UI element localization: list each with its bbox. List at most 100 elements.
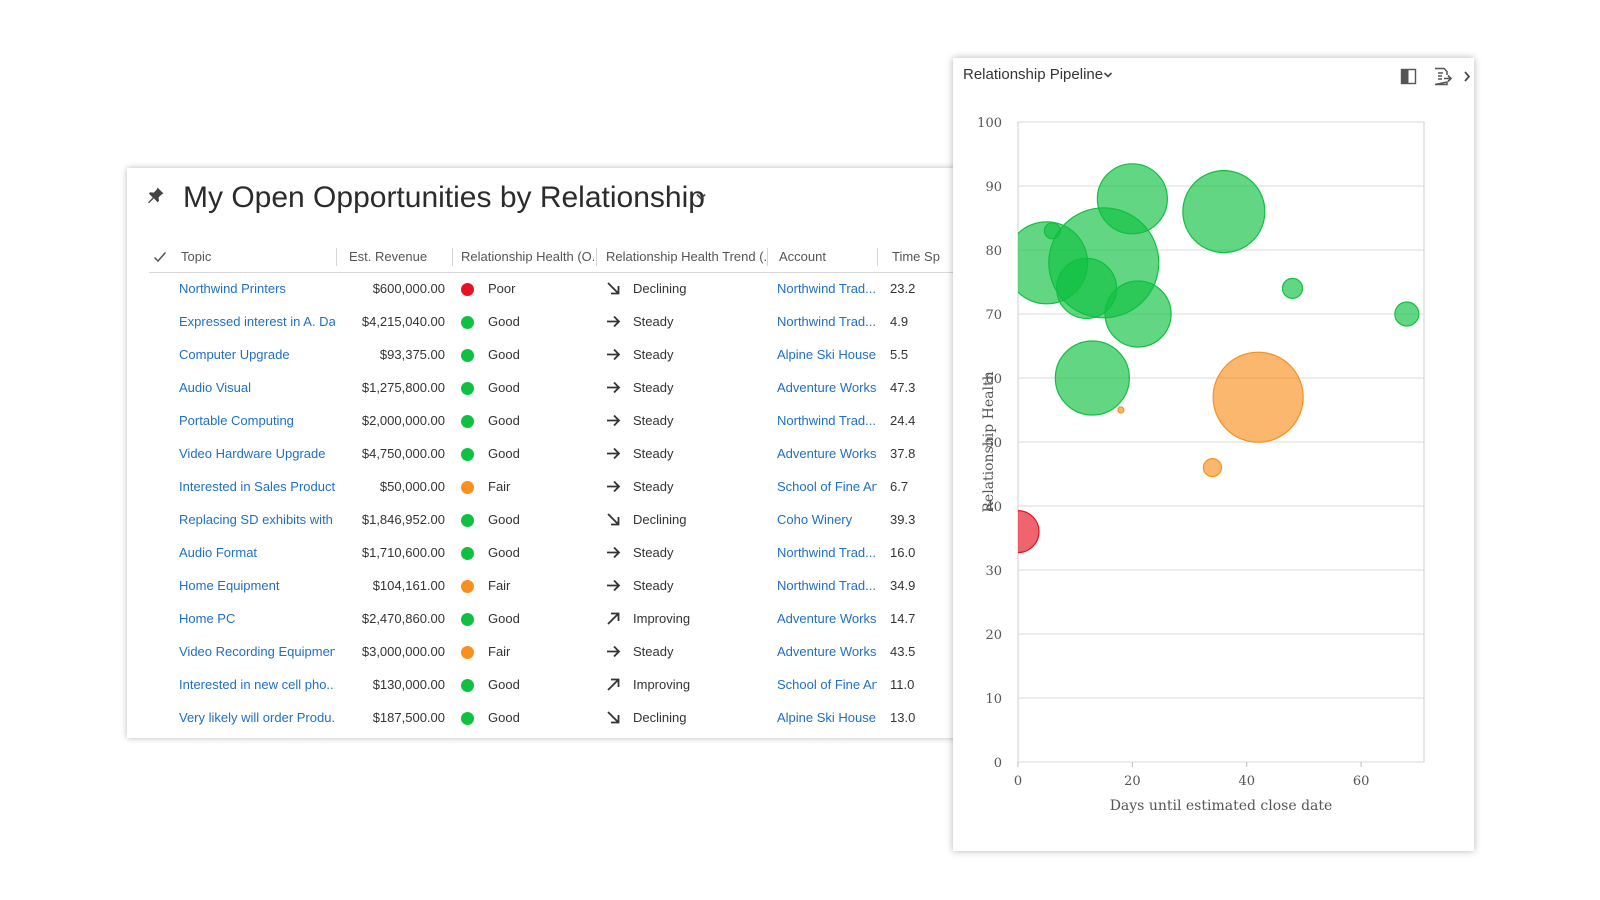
- topic-link[interactable]: Video Hardware Upgrade: [179, 446, 326, 461]
- column-header-relationship-health-trend[interactable]: Relationship Health Trend (...: [606, 249, 767, 264]
- health-status-dot-icon: [461, 613, 474, 626]
- select-all-check-icon[interactable]: [153, 250, 167, 264]
- arrow-right-icon: [607, 414, 621, 427]
- trend-label: Steady: [633, 347, 674, 362]
- topic-link[interactable]: Replacing SD exhibits with ...: [179, 512, 335, 527]
- account-link[interactable]: Coho Winery: [777, 512, 853, 527]
- topic-link[interactable]: Computer Upgrade: [179, 347, 290, 362]
- y-tick-label: 100: [977, 116, 1002, 131]
- time-spent-value: 47.3: [890, 380, 916, 395]
- table-row[interactable]: Interested in Sales Product... $50,000.0…: [149, 470, 965, 503]
- table-row[interactable]: Replacing SD exhibits with ... $1,846,95…: [149, 503, 965, 536]
- table-row[interactable]: Computer Upgrade $93,375.00 Good Steady …: [149, 338, 965, 371]
- table-row[interactable]: Home Equipment $104,161.00 Fair Steady N…: [149, 569, 965, 602]
- y-tick-label: 0: [994, 756, 1002, 771]
- y-axis-title: Relationship Health: [981, 371, 997, 512]
- y-tick-label: 30: [985, 564, 1002, 579]
- export-chart-icon[interactable]: [1433, 67, 1453, 86]
- arrow-right-icon: [607, 645, 621, 658]
- column-header-topic[interactable]: Topic: [181, 249, 212, 264]
- est-revenue-value: $4,215,040.00: [361, 314, 445, 329]
- table-row[interactable]: Video Recording Equipment $3,000,000.00 …: [149, 635, 965, 668]
- account-link[interactable]: Alpine Ski House: [777, 347, 876, 362]
- table-row[interactable]: Audio Visual $1,275,800.00 Good Steady A…: [149, 371, 965, 404]
- health-label: Fair: [488, 644, 511, 659]
- topic-link[interactable]: Interested in Sales Product...: [179, 479, 335, 494]
- bubble-chart: 0 10 20 30 40 50 60 70 80 90 100 0 20 40 60 Days until …: [977, 116, 1425, 814]
- column-header-est-revenue[interactable]: Est. Revenue: [349, 249, 428, 264]
- health-label: Fair: [488, 578, 511, 593]
- topic-link[interactable]: Audio Format: [179, 545, 258, 560]
- grid-rows: Northwind Printers $600,000.00 Poor Decl…: [149, 272, 965, 734]
- y-tick-label: 80: [985, 244, 1002, 259]
- health-label: Good: [488, 380, 520, 395]
- health-label: Good: [488, 677, 520, 692]
- column-header-account[interactable]: Account: [779, 249, 826, 264]
- topic-link[interactable]: Interested in new cell pho...: [179, 677, 335, 692]
- time-spent-value: 6.7: [890, 479, 909, 494]
- health-label: Good: [488, 347, 520, 362]
- table-row[interactable]: Audio Format $1,710,600.00 Good Steady N…: [149, 536, 965, 569]
- account-link[interactable]: Adventure Works: [777, 446, 877, 461]
- account-link[interactable]: Adventure Works: [777, 644, 877, 659]
- opportunities-list-panel: My Open Opportunities by Relationship To…: [127, 168, 965, 738]
- arrow-right-icon: [607, 447, 621, 460]
- time-spent-value: 24.4: [890, 413, 916, 428]
- table-row[interactable]: Very likely will order Produ... $187,500…: [149, 701, 965, 734]
- health-label: Good: [488, 314, 520, 329]
- est-revenue-value: $1,275,800.00: [361, 380, 445, 395]
- topic-link[interactable]: Expressed interest in A. Da...: [179, 314, 335, 329]
- arrow-right-icon: [607, 480, 621, 493]
- y-tick-label: 70: [985, 308, 1002, 323]
- topic-link[interactable]: Home PC: [179, 611, 236, 626]
- account-link[interactable]: School of Fine Art: [777, 677, 877, 692]
- health-status-dot-icon: [461, 382, 474, 395]
- arrow-right-icon: [607, 579, 621, 592]
- health-status-dot-icon: [461, 514, 474, 527]
- pin-icon[interactable]: [147, 186, 165, 204]
- arrow-down-right-icon: [607, 282, 620, 295]
- account-link[interactable]: Northwind Trad...: [777, 578, 876, 593]
- account-link[interactable]: Northwind Trad...: [777, 545, 876, 560]
- health-label: Good: [488, 446, 520, 461]
- view-selector-chevron-icon[interactable]: [695, 192, 707, 202]
- account-link[interactable]: Northwind Trad...: [777, 314, 876, 329]
- est-revenue-value: $1,710,600.00: [361, 545, 445, 560]
- topic-link[interactable]: Audio Visual: [179, 380, 252, 395]
- account-link[interactable]: School of Fine Art: [777, 479, 877, 494]
- trend-label: Steady: [633, 446, 674, 461]
- column-header-time-spent[interactable]: Time Sp: [892, 249, 940, 264]
- arrow-down-right-icon: [607, 513, 620, 526]
- health-status-dot-icon: [461, 349, 474, 362]
- account-link[interactable]: Northwind Trad...: [777, 281, 876, 296]
- time-spent-value: 43.5: [890, 644, 916, 659]
- topic-link[interactable]: Northwind Printers: [179, 281, 286, 296]
- health-label: Good: [488, 611, 520, 626]
- expand-chart-icon[interactable]: [1400, 68, 1417, 85]
- chart-title[interactable]: Relationship Pipeline: [963, 66, 1104, 83]
- account-link[interactable]: Alpine Ski House: [777, 710, 876, 725]
- topic-link[interactable]: Home Equipment: [179, 578, 280, 593]
- chevron-right-icon[interactable]: [1462, 70, 1472, 83]
- bubble-point: [1117, 406, 1125, 414]
- table-row[interactable]: Video Hardware Upgrade $4,750,000.00 Goo…: [149, 437, 965, 470]
- topic-link[interactable]: Video Recording Equipment: [179, 644, 335, 659]
- table-row[interactable]: Portable Computing $2,000,000.00 Good St…: [149, 404, 965, 437]
- table-row[interactable]: Home PC $2,470,860.00 Good Improving Adv…: [149, 602, 965, 635]
- account-link[interactable]: Adventure Works: [777, 380, 877, 395]
- trend-label: Steady: [633, 413, 674, 428]
- topic-link[interactable]: Portable Computing: [179, 413, 294, 428]
- account-link[interactable]: Northwind Trad...: [777, 413, 876, 428]
- column-header-relationship-health[interactable]: Relationship Health (O...: [461, 249, 594, 264]
- topic-link[interactable]: Very likely will order Produ...: [179, 710, 335, 725]
- account-link[interactable]: Adventure Works: [777, 611, 877, 626]
- bubble-point: [1281, 277, 1304, 299]
- bubble-point: [1182, 170, 1266, 254]
- y-tick-label: 40: [985, 500, 1002, 515]
- table-row[interactable]: Northwind Printers $600,000.00 Poor Decl…: [149, 272, 965, 305]
- view-title: My Open Opportunities by Relationship: [183, 181, 705, 214]
- chart-selector-chevron-icon[interactable]: [1103, 71, 1113, 79]
- trend-label: Steady: [633, 578, 674, 593]
- table-row[interactable]: Expressed interest in A. Da... $4,215,04…: [149, 305, 965, 338]
- table-row[interactable]: Interested in new cell pho... $130,000.0…: [149, 668, 965, 701]
